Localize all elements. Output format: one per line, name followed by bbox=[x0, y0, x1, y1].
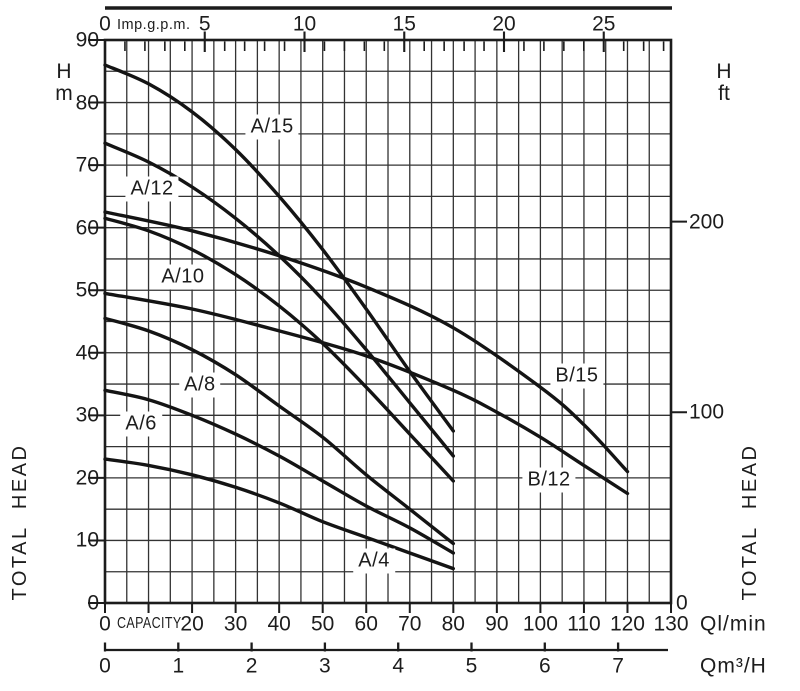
x-axis-gpm-tick-label: 10 bbox=[292, 12, 317, 36]
series-label-a-12: A/12 bbox=[125, 176, 179, 202]
series-label-a-10: A/10 bbox=[156, 264, 210, 290]
y-axis-m-tick-label: 20 bbox=[75, 466, 99, 490]
right-axis-title: TOTAL HEAD bbox=[739, 443, 761, 601]
x-axis-lmin-tick-label: 120 bbox=[609, 612, 645, 636]
x-axis-lmin-tick-label: 20 bbox=[180, 612, 204, 636]
x-axis-m3h-tick-label: 7 bbox=[612, 654, 624, 678]
x-axis-m3h-tick-label: 3 bbox=[319, 654, 331, 678]
x-axis-lmin-tick-label: 40 bbox=[267, 612, 291, 636]
gpm-minor-ticks bbox=[124, 41, 665, 51]
series-label-b-15: B/15 bbox=[550, 363, 604, 389]
pump-curve-a-8 bbox=[103, 316, 455, 546]
series-label-b-12: B/12 bbox=[522, 467, 576, 493]
x-axis-m3h-tick-label: 5 bbox=[465, 654, 478, 678]
pump-curve-a-15 bbox=[103, 63, 455, 433]
right-axis-unit: H ft bbox=[710, 61, 738, 105]
series-label-a-4: A/4 bbox=[353, 548, 395, 574]
right-axis-unit-feet: ft bbox=[718, 82, 730, 105]
y-axis-ft-tick-label: 200 bbox=[689, 210, 725, 234]
y-axis-m-tick-label: 0 bbox=[87, 591, 99, 615]
left-axis-unit-meters: m bbox=[55, 82, 73, 105]
left-axis-unit: H m bbox=[50, 61, 78, 105]
pump-curve-a-6 bbox=[103, 388, 455, 555]
y-axis-m-tick-label: 70 bbox=[75, 153, 99, 177]
x-axis-lmin-tick-label: 130 bbox=[653, 612, 689, 636]
y-axis-m-tick-label: 80 bbox=[75, 91, 99, 115]
x-axis-lmin-tick-label: 50 bbox=[311, 612, 335, 636]
y-axis-ft-tick-label: 100 bbox=[689, 400, 725, 424]
series-label-a-15: A/15 bbox=[245, 114, 299, 140]
bottom-axis-lmin-unit-label: Ql/min bbox=[700, 612, 767, 636]
y-axis-m-tick-label: 30 bbox=[75, 403, 99, 427]
outer-axis-ticks bbox=[88, 39, 687, 613]
x-axis-gpm-tick-label: 5 bbox=[198, 12, 211, 36]
bottom-axis-m3h-unit-label: Qm³/H bbox=[700, 654, 767, 678]
capacity-label: CAPACITY bbox=[117, 615, 182, 632]
y-axis-m-tick-label: 10 bbox=[75, 528, 99, 552]
x-axis-m3h-tick-label: 2 bbox=[245, 654, 258, 678]
series-label-a-6: A/6 bbox=[120, 411, 162, 437]
x-axis-lmin-tick-label: 60 bbox=[354, 612, 378, 636]
bottom-axis-zero-label: 0 bbox=[99, 612, 111, 636]
y-axis-m-tick-label: 60 bbox=[75, 216, 99, 240]
left-axis-title: TOTAL HEAD bbox=[9, 443, 31, 601]
x-axis-gpm-tick-label: 20 bbox=[492, 12, 516, 36]
x-axis-m3h-tick-label: 4 bbox=[392, 654, 405, 678]
x-axis-lmin-tick-label: 30 bbox=[223, 612, 248, 636]
right-axis-unit-symbol: H bbox=[716, 60, 732, 83]
x-axis-lmin-tick-label: 100 bbox=[522, 612, 558, 636]
m3h-axis-line bbox=[103, 642, 668, 652]
x-axis-lmin-tick-label: 70 bbox=[398, 612, 422, 636]
x-axis-m3h-tick-label: 1 bbox=[172, 654, 185, 678]
left-axis-unit-symbol: H bbox=[56, 60, 72, 83]
y-axis-m-tick-label: 50 bbox=[75, 278, 99, 302]
pump-curve-b-12 bbox=[103, 291, 630, 496]
x-axis-gpm-tick-label: 25 bbox=[592, 12, 616, 36]
gpm-major-ticks bbox=[203, 31, 605, 52]
top-axis-unit-label: Imp.g.p.m. bbox=[117, 16, 191, 33]
plot-border bbox=[103, 38, 673, 605]
x-axis-gpm-tick-label: 15 bbox=[392, 12, 416, 36]
pump-curve-a-10 bbox=[103, 216, 455, 483]
series-label-a-8: A/8 bbox=[179, 372, 221, 398]
x-axis-lmin-tick-label: 80 bbox=[441, 612, 465, 636]
x-axis-lmin-tick-label: 90 bbox=[485, 612, 509, 636]
x-axis-lmin-tick-label: 110 bbox=[567, 612, 601, 636]
y-axis-m-tick-label: 90 bbox=[75, 28, 99, 52]
y-axis-m-tick-label: 40 bbox=[75, 341, 99, 365]
pump-curve-a-4 bbox=[103, 457, 455, 571]
pump-curve-b-15 bbox=[103, 210, 630, 474]
y-axis-ft-tick-label: 0 bbox=[676, 591, 688, 615]
x-axis-m3h-tick-label: 6 bbox=[538, 654, 551, 678]
top-axis-zero-label: 0 bbox=[99, 12, 111, 36]
x-axis-m3h-tick-label: 0 bbox=[99, 654, 111, 678]
